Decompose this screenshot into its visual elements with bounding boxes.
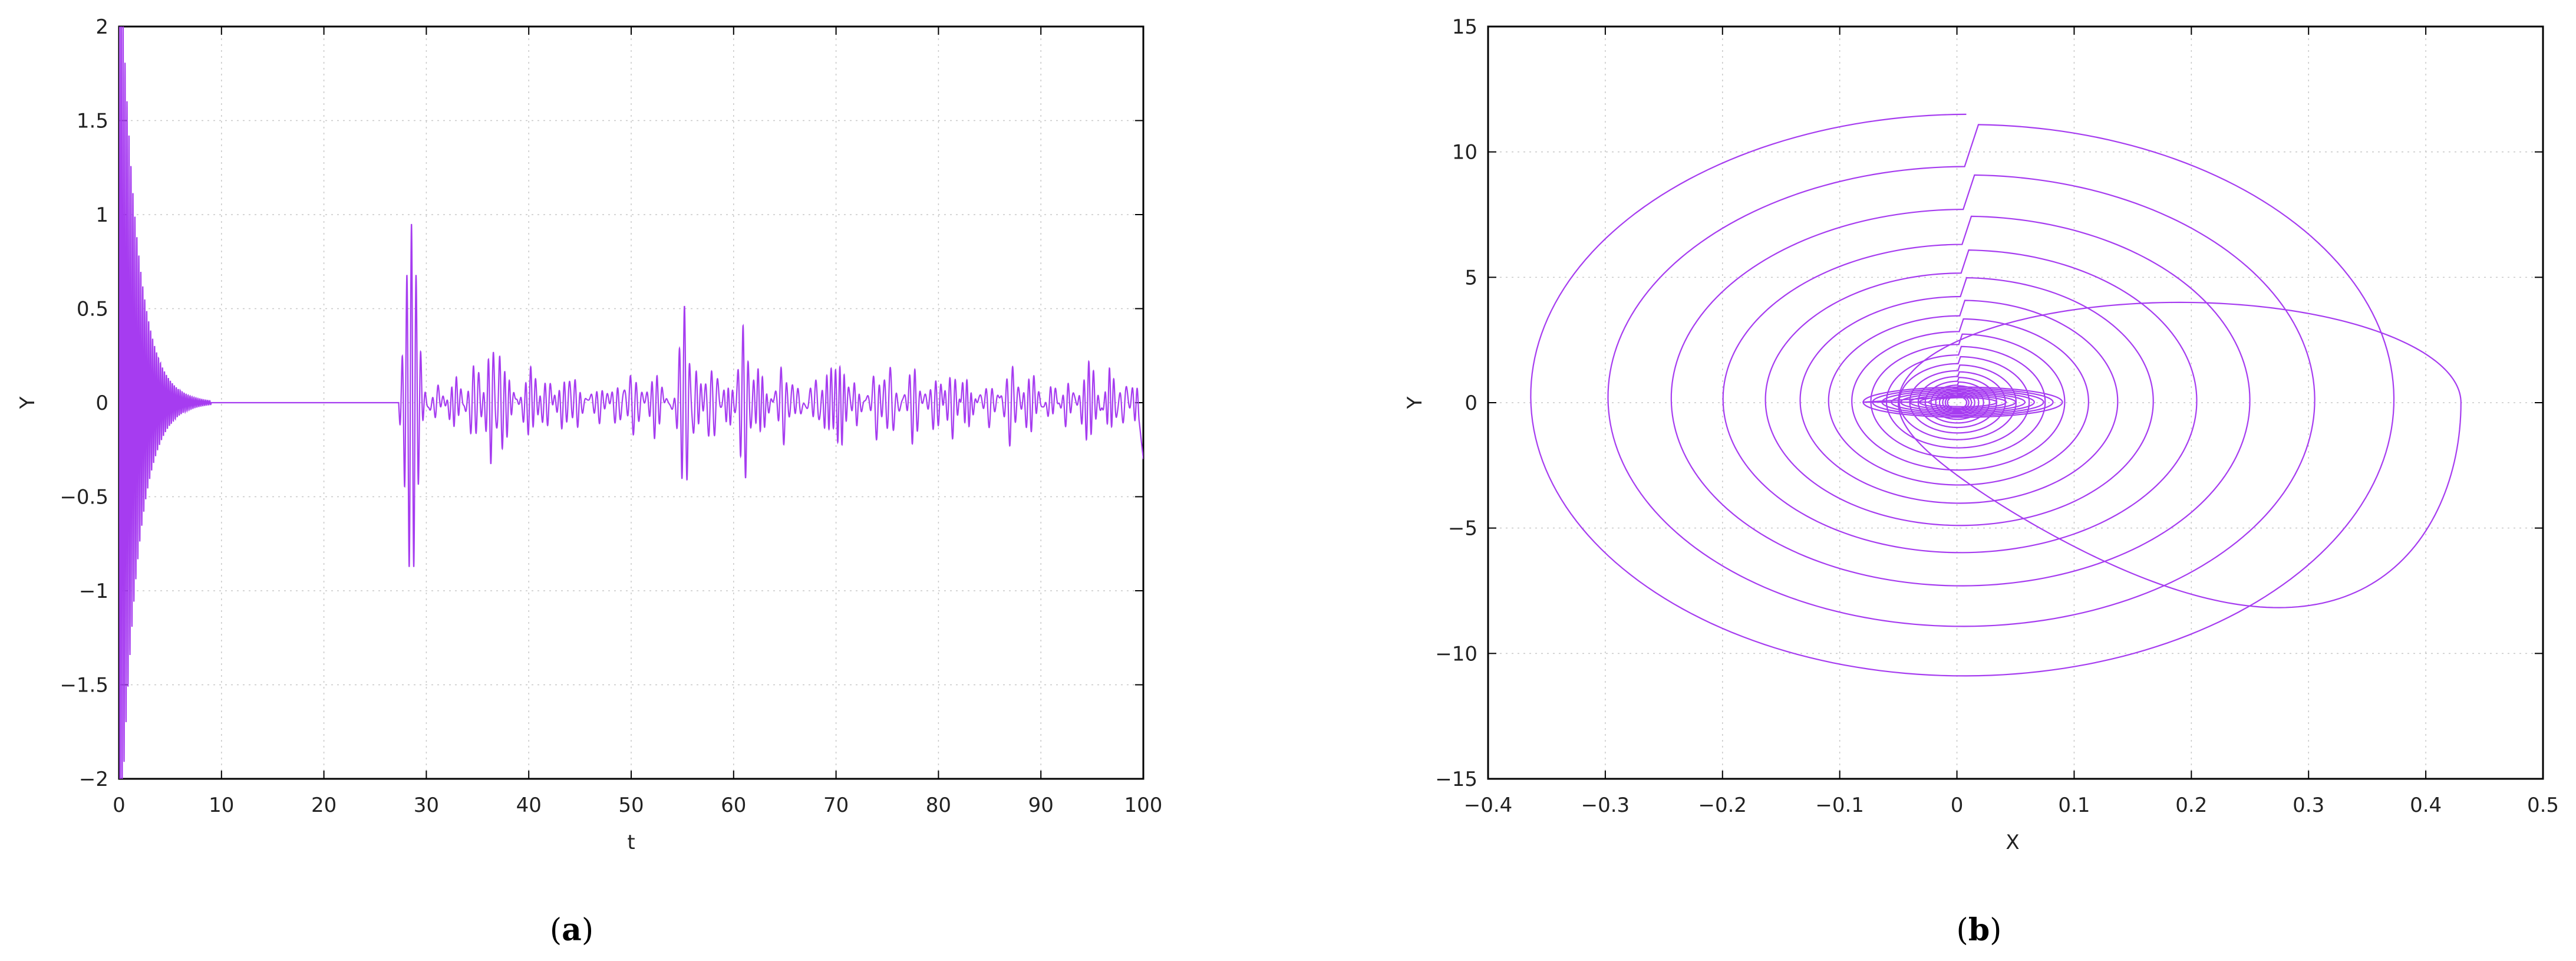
panel-b-ytick-label: 5 <box>1465 266 1477 289</box>
panel-a-xtick-label: 0 <box>113 794 126 817</box>
panel-a-xtick-label: 100 <box>1124 794 1163 817</box>
panel-b-ticks: −0.4 −0.3 −0.2 −0.1 0 0.1 0.2 0.3 0.4 0.5 −15 −10 −5… <box>1435 15 2559 817</box>
panel-a-ytick-label: −2 <box>79 768 108 791</box>
panel-a-xtick-label: 30 <box>414 794 439 817</box>
panel-b-xtick-label: 0.4 <box>2410 794 2442 817</box>
panel-b-xtick-label: 0.1 <box>2058 794 2090 817</box>
panel-b-xtick-label: −0.4 <box>1464 794 1513 817</box>
panel-a-ylabel: Y <box>16 396 39 409</box>
panel-a-ytick-label: 2 <box>95 15 108 39</box>
panel-a-ytick-label: −1.5 <box>60 674 108 697</box>
panel-a-xtick-label: 50 <box>618 794 644 817</box>
panel-a-ytick-label: −1 <box>79 580 108 603</box>
panel-b-ylabel: Y <box>1403 396 1427 409</box>
panel-a-caption: (a) <box>550 912 593 948</box>
panel-a-ticks: 0 10 20 30 40 50 60 70 80 90 100 −2 −1.5 −1 −0.5 0 0.5 1 1… <box>60 15 1162 817</box>
panel-b-caption: (b) <box>1957 912 2002 948</box>
panel-b-xtick-label: −0.1 <box>1815 794 1864 817</box>
panel-b-xlabel: X <box>2006 831 2019 854</box>
panel-b-ytick-label: −15 <box>1435 768 1477 791</box>
panel-a-ytick-label: −0.5 <box>60 486 108 509</box>
panel-a-ytick-label: 0.5 <box>77 298 108 321</box>
panel-b-xtick-label: 0.2 <box>2175 794 2207 817</box>
panel-b-xtick-label: 0.3 <box>2293 794 2324 817</box>
panel-a-time-series: 0 10 20 30 40 50 60 70 80 90 100 −2 −1.5 −1 −0.5 0 0.5 1 1… <box>16 15 1162 948</box>
panel-a-xlabel: t <box>627 831 635 854</box>
panel-b-ytick-label: 15 <box>1452 15 1477 39</box>
panel-a-xtick-label: 90 <box>1028 794 1054 817</box>
panel-a-series-line <box>119 27 1143 779</box>
panel-b-phase-portrait: −0.4 −0.3 −0.2 −0.1 0 0.1 0.2 0.3 0.4 0.5 −15 −10 −5… <box>1403 15 2559 948</box>
panel-b-ytick-label: −10 <box>1435 642 1477 666</box>
panel-a-xtick-label: 60 <box>721 794 746 817</box>
panel-a-ytick-label: 0 <box>95 391 108 415</box>
panel-b-xtick-label: 0.5 <box>2527 794 2559 817</box>
panel-a-xtick-label: 40 <box>516 794 542 817</box>
panel-a-xtick-label: 70 <box>823 794 849 817</box>
panel-a-ytick-label: 1.5 <box>77 110 108 133</box>
panel-a-ytick-label: 1 <box>95 203 108 227</box>
panel-a-xtick-label: 80 <box>926 794 951 817</box>
panel-b-xtick-label: −0.3 <box>1581 794 1630 817</box>
panel-b-xtick-label: 0 <box>1951 794 1964 817</box>
panel-b-xtick-label: −0.2 <box>1698 794 1747 817</box>
panel-b-grid <box>1488 27 2543 779</box>
panel-b-ytick-label: 10 <box>1452 141 1477 164</box>
panel-b-ytick-label: −5 <box>1448 517 1477 541</box>
panel-b-series-line <box>1530 113 2462 677</box>
panel-a-xtick-label: 20 <box>311 794 337 817</box>
panel-a-xtick-label: 10 <box>209 794 234 817</box>
panel-b-ytick-label: 0 <box>1465 391 1477 415</box>
panel-a-grid <box>119 27 1143 779</box>
